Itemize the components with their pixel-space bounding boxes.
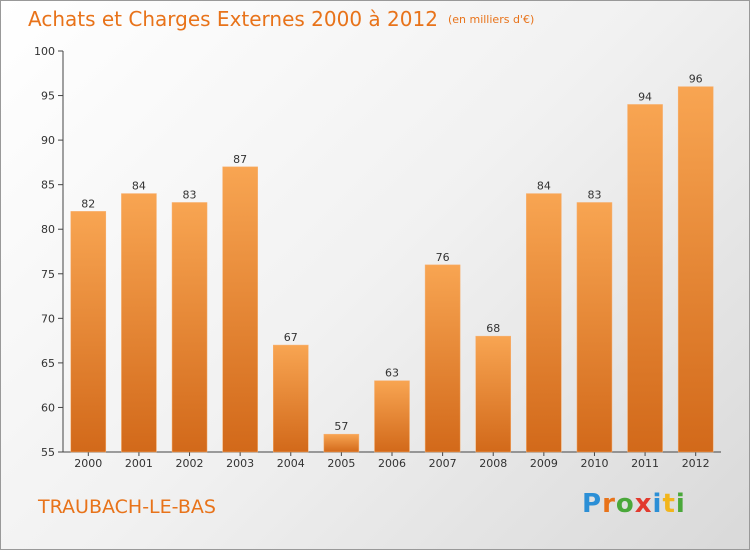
y-tick-label: 75 bbox=[41, 268, 55, 281]
x-tick-label: 2008 bbox=[479, 457, 507, 470]
bar-value-label: 84 bbox=[537, 180, 551, 193]
value-labels-group: 82 84 83 87 67 57 63 76 68 84 83 94 96 bbox=[81, 73, 702, 434]
x-tick-label: 2005 bbox=[327, 457, 355, 470]
x-tick-label: 2012 bbox=[682, 457, 710, 470]
y-tick-label: 90 bbox=[41, 134, 55, 147]
proxiti-logo: Proxiti bbox=[582, 489, 686, 519]
bar-value-label: 87 bbox=[233, 153, 247, 166]
bar bbox=[576, 202, 613, 453]
chart-subtitle: (en milliers d'€) bbox=[447, 13, 535, 26]
logo-letter: i bbox=[675, 489, 686, 519]
y-tick-label: 70 bbox=[41, 312, 55, 325]
bar-value-label: 84 bbox=[132, 180, 146, 193]
x-tick-label: 2010 bbox=[580, 457, 608, 470]
logo-letter: o bbox=[615, 489, 635, 519]
bars-group bbox=[70, 86, 714, 453]
place-name: TRAUBACH-LE-BAS bbox=[38, 496, 216, 518]
logo-letter: x bbox=[634, 489, 653, 519]
bar-value-label: 63 bbox=[385, 367, 399, 380]
bar bbox=[424, 264, 461, 453]
bar-value-label: 76 bbox=[436, 251, 450, 264]
x-tick-label: 2007 bbox=[429, 457, 457, 470]
x-tick-label: 2000 bbox=[74, 457, 102, 470]
bar-value-label: 67 bbox=[284, 331, 298, 344]
y-tick-label: 80 bbox=[41, 223, 55, 236]
bar bbox=[222, 166, 258, 453]
bar-value-label: 83 bbox=[183, 188, 197, 201]
bar bbox=[171, 202, 208, 453]
x-tick-label: 2002 bbox=[176, 457, 204, 470]
x-tick-label: 2004 bbox=[277, 457, 305, 470]
x-tick-label: 2006 bbox=[378, 457, 406, 470]
chart-title-text: Achats et Charges Externes 2000 à 2012 bbox=[28, 7, 438, 31]
y-tick-label: 85 bbox=[41, 179, 55, 192]
y-tick-label: 95 bbox=[41, 90, 55, 103]
bar bbox=[677, 86, 714, 453]
y-tick-label: 60 bbox=[41, 401, 55, 414]
bar-value-label: 83 bbox=[587, 188, 601, 201]
y-tick-label: 55 bbox=[41, 446, 55, 459]
bar-value-label: 96 bbox=[689, 73, 703, 86]
x-tick-label: 2003 bbox=[226, 457, 254, 470]
chart-title: Achats et Charges Externes 2000 à 2012 (e… bbox=[28, 7, 534, 31]
bar bbox=[121, 193, 157, 453]
bar bbox=[374, 380, 410, 453]
axes: 55 60 65 70 75 80 85 90 95 100 2000 2001 2002 2003 200… bbox=[34, 45, 721, 470]
bar bbox=[323, 433, 360, 453]
logo-letter: i bbox=[652, 489, 663, 519]
logo-letter: t bbox=[662, 489, 676, 519]
bar-value-label: 68 bbox=[486, 322, 500, 335]
bar bbox=[475, 335, 511, 453]
bar bbox=[627, 104, 663, 453]
logo-letter: P bbox=[582, 489, 603, 519]
x-tick-label: 2009 bbox=[530, 457, 558, 470]
bar-value-label: 94 bbox=[638, 90, 652, 103]
y-tick-label: 65 bbox=[41, 357, 55, 370]
y-tick-label: 100 bbox=[34, 45, 55, 58]
x-tick-label: 2001 bbox=[125, 457, 153, 470]
bar bbox=[526, 193, 562, 453]
logo-letter: r bbox=[602, 489, 616, 519]
bar-value-label: 82 bbox=[81, 197, 95, 210]
x-tick-label: 2011 bbox=[631, 457, 659, 470]
bar-value-label: 57 bbox=[334, 420, 348, 433]
bar bbox=[70, 211, 107, 453]
bar bbox=[273, 344, 309, 453]
